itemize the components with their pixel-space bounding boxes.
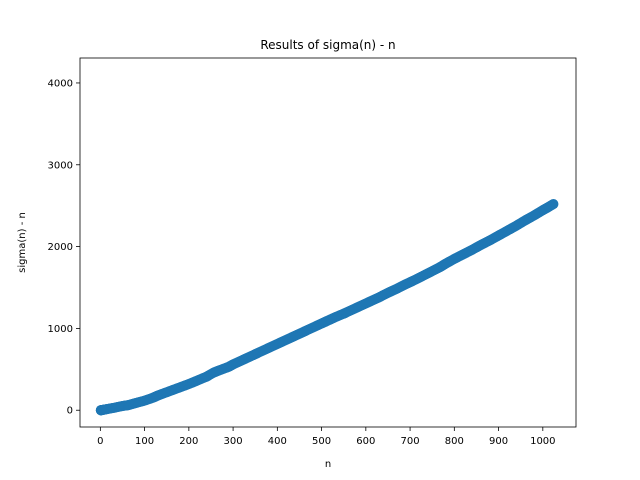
x-tick-label: 700 — [401, 436, 420, 447]
y-axis-label: sigma(n) - n — [17, 212, 28, 273]
x-axis-label: n — [325, 459, 331, 470]
x-tick-label: 300 — [224, 436, 243, 447]
data-point — [548, 199, 559, 210]
x-tick-label: 0 — [97, 436, 103, 447]
y-tick-label: 1000 — [48, 324, 73, 335]
data-points — [95, 199, 559, 416]
x-axis-ticks: 0 100 200 300 400 500 600 700 800 900 1000 — [97, 427, 556, 447]
y-tick-label: 3000 — [48, 160, 73, 171]
plot-frame — [79, 57, 577, 428]
x-tick-label: 200 — [179, 436, 198, 447]
x-tick-label: 400 — [268, 436, 287, 447]
x-tick-label: 100 — [135, 436, 154, 447]
x-tick-label: 800 — [445, 436, 464, 447]
y-tick-label: 2000 — [48, 242, 73, 253]
y-tick-label: 4000 — [48, 78, 73, 89]
x-tick-label: 900 — [489, 436, 508, 447]
chart-title: Results of sigma(n) - n — [260, 38, 395, 52]
x-tick-label: 600 — [356, 436, 375, 447]
y-tick-label: 0 — [67, 406, 73, 417]
x-tick-label: 500 — [312, 436, 331, 447]
x-tick-label: 1000 — [530, 436, 555, 447]
y-axis-ticks: 0 1000 2000 3000 4000 — [48, 78, 80, 417]
